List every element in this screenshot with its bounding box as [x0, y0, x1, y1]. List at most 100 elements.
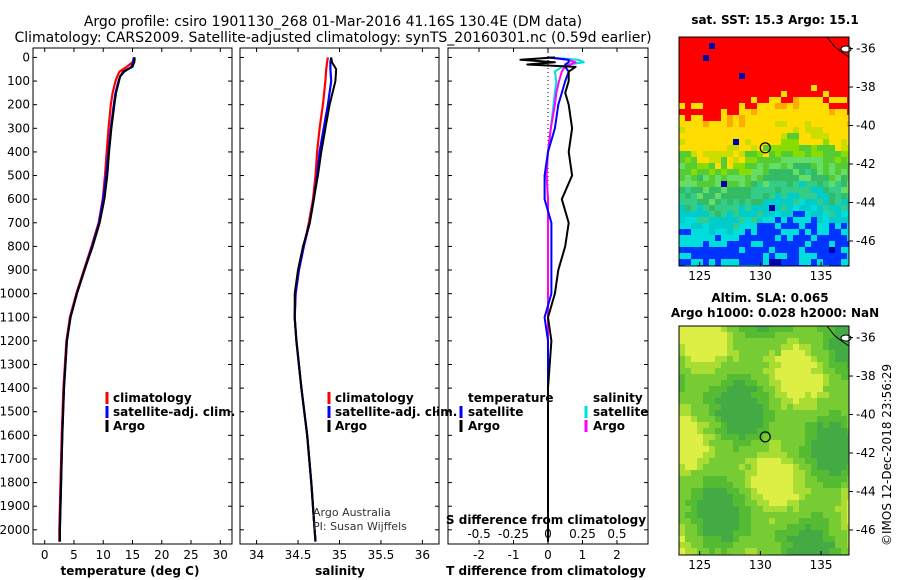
map-cell	[751, 133, 757, 139]
map-cell	[733, 434, 739, 440]
map-cell	[835, 97, 841, 103]
map-cell	[685, 350, 691, 356]
map-cell	[763, 193, 769, 199]
map-cell	[727, 121, 733, 127]
map-cell	[835, 205, 841, 211]
map-cell	[709, 127, 715, 133]
legend-label-s-satellite: satellite	[593, 405, 648, 419]
map-cell	[835, 470, 841, 476]
map-cell	[847, 476, 849, 482]
map-cell	[757, 410, 763, 416]
map-cell	[769, 241, 775, 247]
map-cell	[793, 542, 799, 548]
map-cell	[691, 332, 697, 338]
map-cell	[775, 67, 781, 73]
map-cell	[847, 464, 849, 470]
map-cell	[799, 139, 805, 145]
map-cell	[715, 416, 721, 422]
map-cell	[715, 374, 721, 380]
map-cell	[847, 488, 849, 494]
map-cell	[715, 536, 721, 542]
map-cell	[829, 482, 835, 488]
map-cell	[751, 49, 757, 55]
map-cell	[679, 476, 685, 482]
map-cell	[829, 524, 835, 530]
map-cell	[715, 410, 721, 416]
map-cell	[817, 494, 823, 500]
legend-label-climatology: climatology	[335, 391, 414, 405]
map-cell	[781, 49, 787, 55]
map-cell	[739, 115, 745, 121]
map-cell	[733, 476, 739, 482]
map-cell	[769, 398, 775, 404]
map-cell	[829, 163, 835, 169]
coastline	[826, 36, 850, 58]
map-cell	[727, 139, 733, 145]
map-cell	[829, 416, 835, 422]
map-cell	[829, 440, 835, 446]
map-cell	[847, 247, 849, 253]
map-cell	[823, 488, 829, 494]
map-cell	[745, 127, 751, 133]
map-cell	[745, 49, 751, 55]
map-cell	[733, 398, 739, 404]
map-cell	[805, 362, 811, 368]
map-cell	[739, 428, 745, 434]
map-cell	[679, 500, 685, 506]
map-cell	[811, 61, 817, 67]
map-cell	[739, 530, 745, 536]
map-cell	[751, 536, 757, 542]
map-cell	[775, 488, 781, 494]
map-cell	[733, 115, 739, 121]
map-cell	[733, 199, 739, 205]
map-cell	[721, 187, 727, 193]
map-cell	[679, 55, 685, 61]
map-cell	[679, 133, 685, 139]
map-cell	[733, 482, 739, 488]
map-cell	[715, 193, 721, 199]
map-cell	[829, 548, 835, 554]
map-cell	[799, 350, 805, 356]
map-cell	[769, 163, 775, 169]
credit-line-1: Argo Australia	[313, 506, 391, 519]
map-cell	[679, 494, 685, 500]
map-cell	[685, 476, 691, 482]
map-cell	[751, 464, 757, 470]
map-cell	[775, 374, 781, 380]
map-cell	[835, 338, 841, 344]
map-cell	[685, 512, 691, 518]
map-cell	[733, 61, 739, 67]
map-cell	[835, 85, 841, 91]
map-cell	[781, 211, 787, 217]
map-cell	[817, 326, 823, 332]
temperature-xlabel: temperature (deg C)	[61, 564, 200, 578]
map-cell	[781, 464, 787, 470]
map-cell	[793, 169, 799, 175]
map-cell	[769, 506, 775, 512]
map-cell	[697, 121, 703, 127]
map-cell	[697, 193, 703, 199]
map-cell	[823, 73, 829, 79]
map-cell	[775, 350, 781, 356]
map-cell	[835, 404, 841, 410]
map-cell	[745, 422, 751, 428]
map-cell	[823, 332, 829, 338]
map-cell	[787, 103, 793, 109]
map-cell	[769, 157, 775, 163]
map-cell	[835, 362, 841, 368]
map-cell	[847, 524, 849, 530]
map-cell	[739, 362, 745, 368]
map-cell	[715, 205, 721, 211]
map-cell	[829, 536, 835, 542]
map-cell	[715, 241, 721, 247]
map-cell	[757, 199, 763, 205]
map-cell	[733, 121, 739, 127]
map-cell	[709, 223, 715, 229]
map-cell	[697, 398, 703, 404]
map-cell	[745, 205, 751, 211]
map-cell	[697, 61, 703, 67]
map-cell	[709, 446, 715, 452]
map-cell	[763, 247, 769, 253]
map-cell	[793, 530, 799, 536]
map-cell	[823, 145, 829, 151]
